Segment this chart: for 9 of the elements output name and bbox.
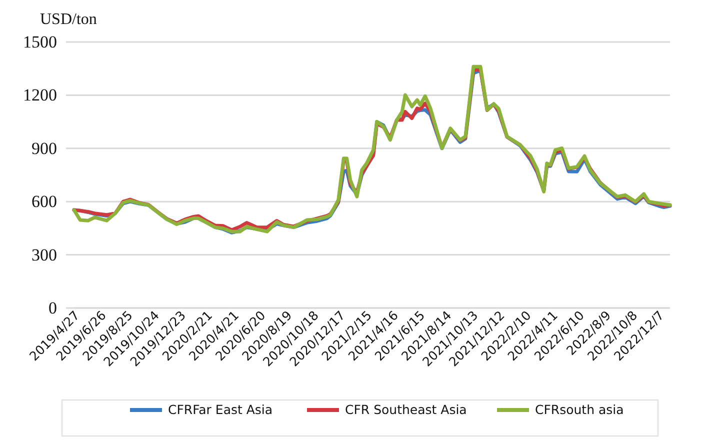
legend-label: CFRsouth asia	[535, 402, 624, 417]
legend-label: CFRFar East Asia	[168, 402, 273, 417]
y-tick-label: 1200	[23, 86, 57, 105]
y-tick-label: 600	[32, 192, 57, 212]
legend-label: CFR Southeast Asia	[345, 402, 467, 417]
y-axis-title: USD/ton	[40, 11, 97, 28]
y-tick-label: 900	[32, 138, 57, 158]
y-tick-label: 300	[32, 245, 57, 264]
y-tick-label: 1500	[23, 32, 57, 52]
